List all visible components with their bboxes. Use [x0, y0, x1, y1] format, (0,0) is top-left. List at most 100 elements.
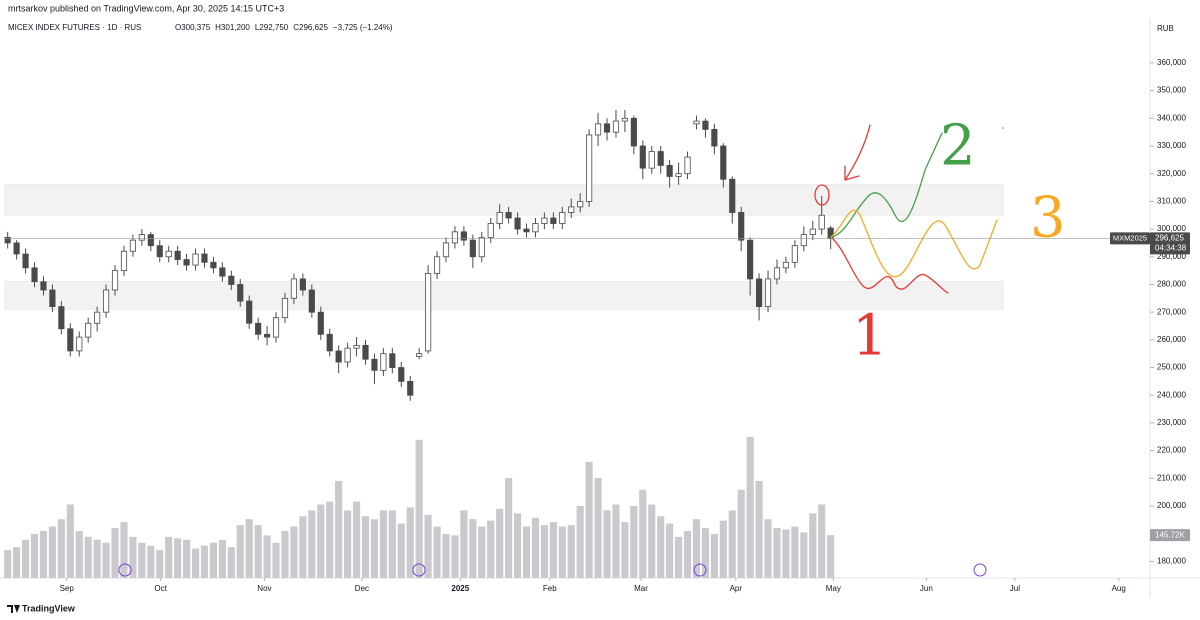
- volume-bar: [692, 519, 701, 578]
- event-icon[interactable]: [973, 563, 987, 577]
- volume-bar: [200, 545, 209, 578]
- volume-bar: [272, 542, 280, 578]
- candle-body: [621, 117, 628, 122]
- candle-body: [353, 344, 360, 349]
- event-icon[interactable]: [118, 563, 132, 577]
- currency: RUB: [1157, 24, 1174, 33]
- price-tag: [1150, 232, 1190, 255]
- candle-body: [362, 344, 369, 360]
- y-tick-label: 360,000: [1157, 58, 1186, 67]
- volume-bar: [513, 513, 522, 578]
- volume-bar: [451, 535, 459, 578]
- y-tick-label: 330,000: [1157, 141, 1186, 150]
- candle-body: [264, 333, 271, 338]
- volume-bar: [111, 528, 119, 578]
- volume-bar: [460, 510, 468, 578]
- candle-body: [138, 234, 145, 241]
- y-tick-label: 220,000: [1157, 446, 1186, 455]
- volume-bar: [370, 519, 379, 578]
- volume-bar: [827, 535, 835, 578]
- candle-body: [416, 353, 423, 357]
- x-tick-label: Jun: [920, 584, 933, 593]
- volume-bar: [675, 536, 683, 578]
- candle-body: [156, 245, 163, 258]
- annotation: 1: [852, 304, 888, 369]
- ohlc-value: C296,625: [293, 23, 328, 32]
- candle-body: [630, 117, 637, 147]
- volume-bar: [21, 539, 30, 578]
- candle-body: [4, 236, 11, 244]
- candle-body: [165, 250, 172, 258]
- y-tick-label: 210,000: [1157, 473, 1186, 482]
- scenario-line: [830, 209, 998, 278]
- x-tick-label: Oct: [154, 584, 167, 593]
- volume-bar: [791, 526, 799, 578]
- volume-bar: [818, 504, 826, 578]
- x-tick-label: 2025: [451, 584, 469, 593]
- event-icon[interactable]: [412, 563, 426, 577]
- event-icon[interactable]: [693, 563, 707, 577]
- annotation: 2: [940, 114, 976, 179]
- volume-bar: [84, 536, 92, 578]
- volume-bar: [630, 505, 638, 578]
- candle-body: [120, 250, 128, 272]
- volume-bar: [612, 504, 620, 578]
- candle-body: [577, 200, 584, 208]
- volume-bar: [335, 480, 343, 578]
- volume-bar: [352, 501, 361, 578]
- candle-body: [344, 347, 351, 363]
- y-tick-label: 350,000: [1157, 86, 1186, 95]
- volume-bar: [701, 528, 709, 578]
- candle-body: [541, 217, 548, 224]
- candle-body: [102, 289, 110, 313]
- volume-bar: [746, 436, 754, 578]
- scenario-line: [830, 132, 943, 238]
- candle-body: [281, 297, 289, 319]
- volume-bar: [487, 520, 495, 578]
- y-tick-label: 180,000: [1157, 556, 1186, 565]
- volume-bar: [13, 547, 21, 578]
- volume-bar: [683, 530, 692, 578]
- candle-body: [505, 212, 512, 219]
- volume-bar: [549, 522, 557, 578]
- candle-body: [13, 242, 20, 255]
- annotation: 3: [1030, 186, 1066, 251]
- candle-body: [174, 250, 181, 260]
- candle-body: [451, 231, 459, 244]
- candle-body: [514, 217, 521, 230]
- candle-body: [460, 231, 467, 241]
- candle-body: [639, 145, 646, 169]
- x-tick-label: Feb: [543, 584, 557, 593]
- candle-body: [818, 214, 825, 230]
- x-tick-label: Aug: [1112, 584, 1126, 593]
- volume-bar: [388, 510, 396, 578]
- candle-body: [586, 134, 593, 202]
- volume-bar: [424, 514, 432, 578]
- candle-body: [612, 120, 620, 133]
- volume-bar: [281, 530, 289, 578]
- volume-bar: [478, 526, 486, 578]
- volume-bar: [442, 533, 450, 578]
- candle-body: [272, 317, 280, 338]
- candle-body: [478, 236, 485, 258]
- volume-bar: [30, 533, 39, 578]
- y-tick-label: 340,000: [1157, 113, 1186, 122]
- volume-bar: [809, 513, 817, 578]
- volume-bar: [227, 547, 235, 578]
- volume-bar: [254, 525, 262, 578]
- ticker: MXM2025: [1113, 233, 1147, 242]
- volume-bar: [120, 522, 128, 578]
- candle-body: [299, 278, 306, 291]
- candle-body: [666, 164, 673, 177]
- volume-bar: [666, 523, 674, 578]
- candle-body: [425, 272, 432, 352]
- candle-body: [31, 267, 38, 283]
- candle-body: [326, 333, 333, 352]
- candle-body: [603, 123, 611, 133]
- volume-bar: [710, 533, 718, 578]
- candle-body: [76, 336, 83, 352]
- volume-bar: [755, 480, 763, 578]
- ohlc-value: H301,200: [215, 23, 250, 32]
- y-tick-label: 280,000: [1157, 280, 1186, 289]
